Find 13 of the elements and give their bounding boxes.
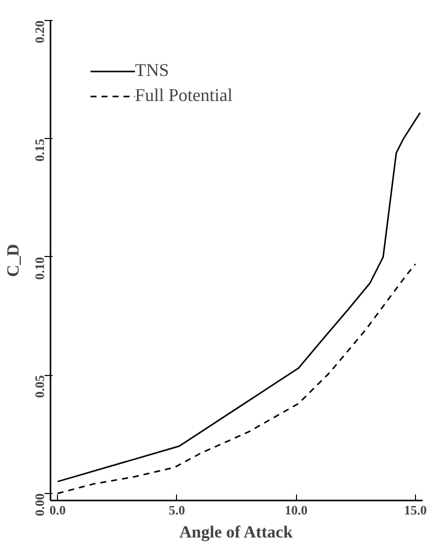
x-tick-label: 5.0 bbox=[168, 502, 186, 518]
y-tick-label: 0.10 bbox=[32, 256, 47, 280]
legend-label: TNS bbox=[135, 60, 170, 81]
x-tick-label: 15.0 bbox=[404, 502, 427, 518]
y-tick-label: 0.15 bbox=[32, 138, 47, 162]
x-axis-title: Angle of Attack bbox=[179, 522, 294, 542]
legend-label: Full Potential bbox=[135, 85, 233, 106]
y-tick-label: 0.00 bbox=[32, 493, 47, 516]
y-axis-title: C_D bbox=[4, 244, 22, 278]
y-tick-label: 0.20 bbox=[32, 20, 47, 44]
x-tick-label: 10.0 bbox=[284, 502, 308, 518]
y-tick-label: 0.05 bbox=[32, 374, 47, 398]
x-tick-label: 0.0 bbox=[50, 502, 66, 518]
